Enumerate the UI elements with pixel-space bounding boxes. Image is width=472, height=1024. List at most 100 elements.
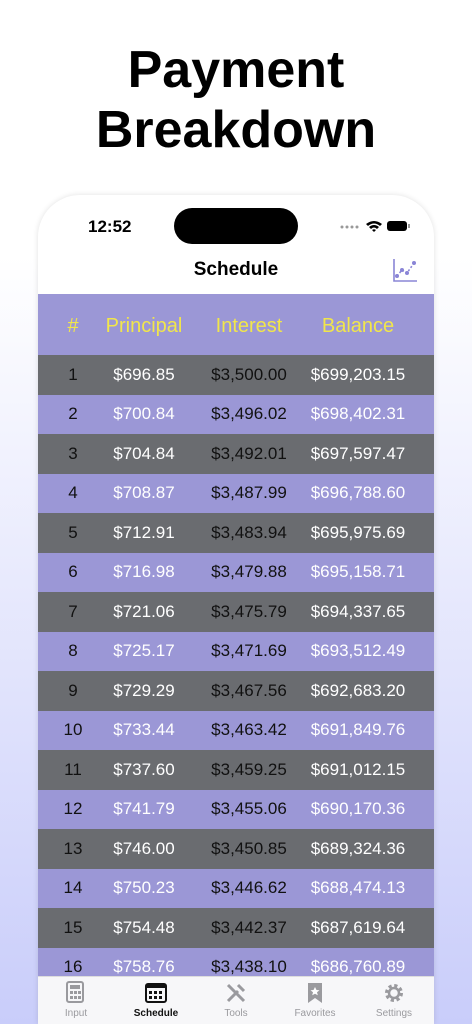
table-cell: 7 [68,601,78,621]
table-row: 15 $754.48 $3,442.37 $687,619.64 [38,908,434,948]
table-cell: $691,849.76 [310,720,406,740]
tab-item[interactable]: Schedule [116,981,196,1019]
table-cell: $694,337.65 [310,601,406,621]
table-cell: 1 [68,364,78,384]
table-cell: $750.23 [113,878,175,898]
table-cell: $725.17 [113,641,175,661]
header-row: # Principal Interest Balance [38,294,434,355]
table-cell: $695,975.69 [310,522,406,542]
table-cell: $699,203.15 [310,364,406,384]
table-row: 5 $712.91 $3,483.94 $695,975.69 [38,513,434,553]
table-cell: $708.87 [113,483,175,503]
table-cell: $758.76 [113,957,175,977]
table-cell: $754.48 [113,917,175,937]
column-header: Interest [215,315,283,337]
table-cell: $688,474.13 [310,878,406,898]
nav-title: Schedule [193,259,279,280]
table-cell: $700.84 [113,404,175,424]
tab-label: Tools [224,1008,248,1019]
table-cell: 6 [68,562,78,582]
table-row: 2 $700.84 $3,496.02 $698,402.31 [38,394,434,434]
column-header: Balance [321,315,395,337]
table-cell: $693,512.49 [310,641,406,661]
table-cell: $3,479.88 [211,562,287,582]
table-cell: $697,597.47 [310,443,406,463]
table-cell: $3,500.00 [211,364,287,384]
chart-button[interactable] [392,257,418,283]
table-row: 10 $733.44 $3,463.42 $691,849.76 [38,710,434,750]
table-cell: 14 [63,878,83,898]
tab-icon [308,983,322,1003]
table-cell: $3,471.69 [211,641,287,661]
table-cell: $3,475.79 [211,601,287,621]
table-row: 11 $737.60 $3,459.25 $691,012.15 [38,750,434,790]
table-cell: $3,455.06 [211,799,287,819]
phone-screen: 12:52 Schedule # Principal Interest Balance… [38,195,434,1024]
table-cell: $691,012.15 [310,759,406,779]
table-cell: 11 [64,759,82,779]
table-cell: $690,170.36 [310,799,406,819]
status-time: 12:52 [88,217,132,236]
table-cell: $3,467.56 [211,680,287,700]
table-cell: 12 [63,799,83,819]
tab-label: Settings [375,1008,413,1019]
table-cell: $3,459.25 [211,759,287,779]
table-cell: 4 [68,483,78,503]
column-header: # [67,315,79,337]
promo-title: Payment Breakdown [95,41,377,159]
schedule-table: # Principal Interest Balance 1 $696.85 $3,500.… [38,294,434,987]
tab-icon [226,983,246,1003]
table-row: 3 $704.84 $3,492.01 $697,597.47 [38,434,434,474]
tab-icon [66,981,84,1003]
table-cell: 9 [68,680,78,700]
tab-label: Input [64,1008,88,1019]
table-cell: 5 [68,522,78,542]
table-row: 12 $741.79 $3,455.06 $690,170.36 [38,789,434,829]
table-cell: $689,324.36 [310,838,406,858]
table-cell: $695,158.71 [310,562,406,582]
table-row: 4 $708.87 $3,487.99 $696,788.60 [38,473,434,513]
table-row: 7 $721.06 $3,475.79 $694,337.65 [38,592,434,632]
tab-bar: Input Schedule Tools Favorites Settings [38,976,434,1024]
table-cell: $3,487.99 [211,483,287,503]
table-cell: $716.98 [113,562,175,582]
tab-icon [145,983,167,1003]
status-icons [340,221,410,232]
table-cell: $3,463.42 [211,720,287,740]
table-cell: $733.44 [113,720,175,740]
table-cell: $696.85 [113,364,175,384]
table-cell: $3,492.01 [211,443,287,463]
table-cell: $721.06 [113,601,175,621]
table-cell: $3,442.37 [211,917,287,937]
table-cell: $3,483.94 [211,522,287,542]
table-cell: $741.79 [113,799,175,819]
tab-label: Schedule [133,1008,179,1019]
table-cell: 2 [68,404,78,424]
table-cell: $712.91 [113,522,175,542]
table-row: 13 $746.00 $3,450.85 $689,324.36 [38,829,434,869]
tab-label: Favorites [294,1008,336,1019]
table-cell: $696,788.60 [310,483,406,503]
table-cell: $3,496.02 [211,404,287,424]
table-cell: $737.60 [113,759,175,779]
table-cell: 8 [68,641,78,661]
table-cell: $692,683.20 [310,680,406,700]
dynamic-island [174,208,298,244]
tab-item[interactable]: Favorites [275,981,355,1019]
table-cell: $698,402.31 [310,404,406,424]
table-row: 14 $750.23 $3,446.62 $688,474.13 [38,868,434,908]
tab-item[interactable]: Settings [354,981,434,1019]
column-header: Principal [105,315,183,337]
table-row: 1 $696.85 $3,500.00 $699,203.15 [38,355,434,395]
table-cell: 10 [63,720,83,740]
tab-item[interactable]: Tools [196,981,276,1019]
table-row: 8 $725.17 $3,471.69 $693,512.49 [38,631,434,671]
table-cell: $686,760.89 [310,957,406,977]
tab-icon [385,984,403,1002]
table-cell: $3,438.10 [211,957,287,977]
table-cell: $3,446.62 [211,878,287,898]
table-cell: $3,450.85 [211,838,287,858]
table-cell: 15 [63,917,83,937]
tab-item[interactable]: Input [38,981,116,1019]
